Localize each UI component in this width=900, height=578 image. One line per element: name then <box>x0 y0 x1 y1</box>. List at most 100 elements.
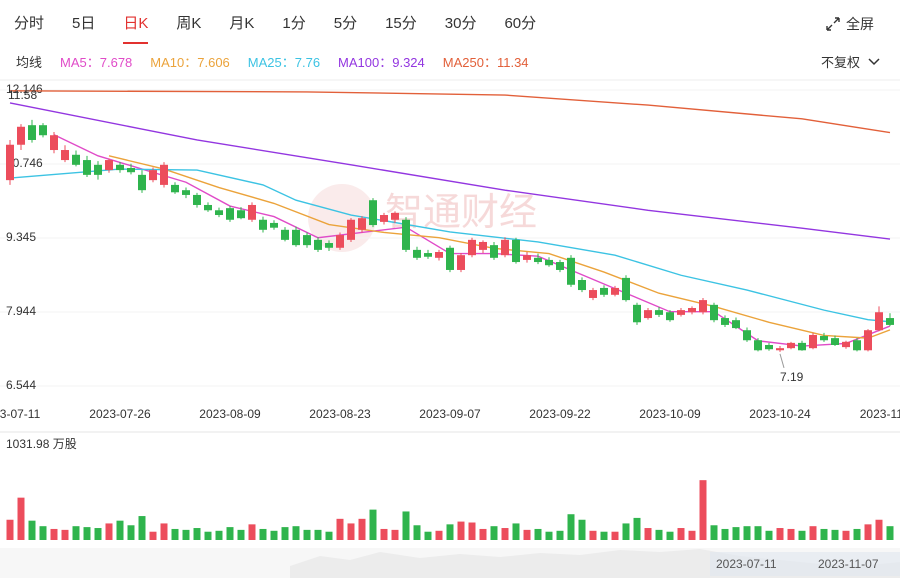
candle-body <box>226 208 234 220</box>
volume-bar <box>358 518 366 540</box>
candle-body <box>446 247 454 270</box>
period-tab[interactable]: 15分 <box>385 15 417 32</box>
candle-body <box>787 342 795 349</box>
y-tick-label: 12.146 <box>6 82 43 96</box>
volume-bar <box>83 527 91 540</box>
candle-body <box>369 200 377 226</box>
volume-tick-label: 1031.98 万股 <box>6 437 77 451</box>
candle-body <box>776 348 784 351</box>
volume-bar <box>688 530 696 540</box>
y-tick-label: 6.544 <box>6 378 36 392</box>
candle-body <box>468 239 476 256</box>
volume-bar <box>281 527 289 540</box>
period-tab[interactable]: 日K <box>109 10 162 44</box>
volume-bar <box>732 527 740 540</box>
candle-body <box>6 144 14 181</box>
volume-bar <box>259 528 267 540</box>
candle-body <box>622 277 630 301</box>
ma-legend-item: MA10：7.606 <box>150 55 230 70</box>
volume-bar <box>149 531 157 540</box>
volume-bar <box>754 526 762 540</box>
period-tab[interactable]: 分时 <box>14 15 45 32</box>
volume-bar <box>666 531 674 540</box>
volume-bar <box>468 522 476 540</box>
low-pointer <box>779 353 785 369</box>
volume-bar <box>193 528 201 540</box>
volume-bar <box>534 528 542 540</box>
ma-line <box>9 102 891 240</box>
volume-bar <box>556 530 564 540</box>
candle-body <box>490 245 498 258</box>
volume-bar <box>853 528 861 540</box>
candle-body <box>182 190 190 195</box>
candle-body <box>457 255 465 270</box>
period-tab[interactable]: 60分 <box>504 15 537 32</box>
adjust-label: 不复权 <box>820 55 860 70</box>
volume-bar <box>479 528 487 540</box>
period-tab[interactable]: 5分 <box>333 15 358 32</box>
volume-bar <box>347 523 355 540</box>
x-tick-label: 2023-09-22 <box>529 407 591 421</box>
candle-body <box>160 164 168 185</box>
volume-bar <box>611 531 619 540</box>
period-tab[interactable]: 30分 <box>444 15 477 32</box>
candle-body <box>853 340 861 351</box>
fullscreen-icon <box>826 17 840 31</box>
candle-body <box>600 287 608 295</box>
fullscreen-label: 全屏 <box>846 16 874 32</box>
low-annotation: 7.19 <box>780 370 804 384</box>
candle-body <box>402 219 410 250</box>
volume-bar <box>6 519 14 540</box>
candle-body <box>809 334 817 349</box>
candle-body <box>248 204 256 220</box>
period-tab[interactable]: 1分 <box>282 15 306 32</box>
volume-bar <box>677 528 685 540</box>
volume-bar <box>633 517 641 540</box>
period-tab[interactable]: 月K <box>229 15 255 32</box>
volume-bar <box>886 526 894 540</box>
volume-bar <box>182 529 190 540</box>
fullscreen-button[interactable]: 全屏 <box>826 14 874 34</box>
candle-body <box>501 239 509 256</box>
volume-bar <box>204 531 212 540</box>
navigator-end: 2023-11-07 <box>818 557 879 571</box>
volume-bar <box>61 529 69 540</box>
ma-line <box>9 90 891 134</box>
volume-bar <box>776 528 784 540</box>
volume-bar <box>171 528 179 540</box>
volume-bar <box>17 497 25 540</box>
candle-body <box>17 126 25 145</box>
candle-body <box>523 255 531 260</box>
period-tab[interactable]: 5日 <box>72 15 96 32</box>
candle-body <box>380 215 388 222</box>
candle-body <box>424 253 432 257</box>
candle-body <box>193 194 201 205</box>
volume-bar <box>94 528 102 540</box>
volume-bar <box>325 531 333 540</box>
y-tick-label: 7.944 <box>6 304 36 318</box>
candle-body <box>479 241 487 250</box>
volume-bar <box>292 526 300 540</box>
candle-body <box>83 160 91 175</box>
watermark: 智通财经 <box>385 192 537 234</box>
candle-body <box>534 257 542 263</box>
volume-bar <box>567 514 575 540</box>
candle-body <box>336 235 344 248</box>
period-tab[interactable]: 周K <box>176 15 202 32</box>
volume-bar <box>699 480 707 540</box>
candle-body <box>105 160 113 171</box>
candle-body <box>633 304 641 323</box>
ma-legend-item: MA250：11.34 <box>442 55 529 70</box>
candle-body <box>721 318 729 325</box>
volume-bar <box>831 529 839 540</box>
candle-body <box>655 310 663 315</box>
adjust-dropdown[interactable]: 不复权 <box>821 52 880 71</box>
x-tick-label: 2023-07-26 <box>89 407 151 421</box>
candle-body <box>842 341 850 348</box>
volume-bar <box>655 529 663 540</box>
navigator-window[interactable] <box>710 552 900 576</box>
volume-bar <box>545 531 553 540</box>
volume-bar <box>270 530 278 540</box>
candle-body <box>567 257 575 285</box>
